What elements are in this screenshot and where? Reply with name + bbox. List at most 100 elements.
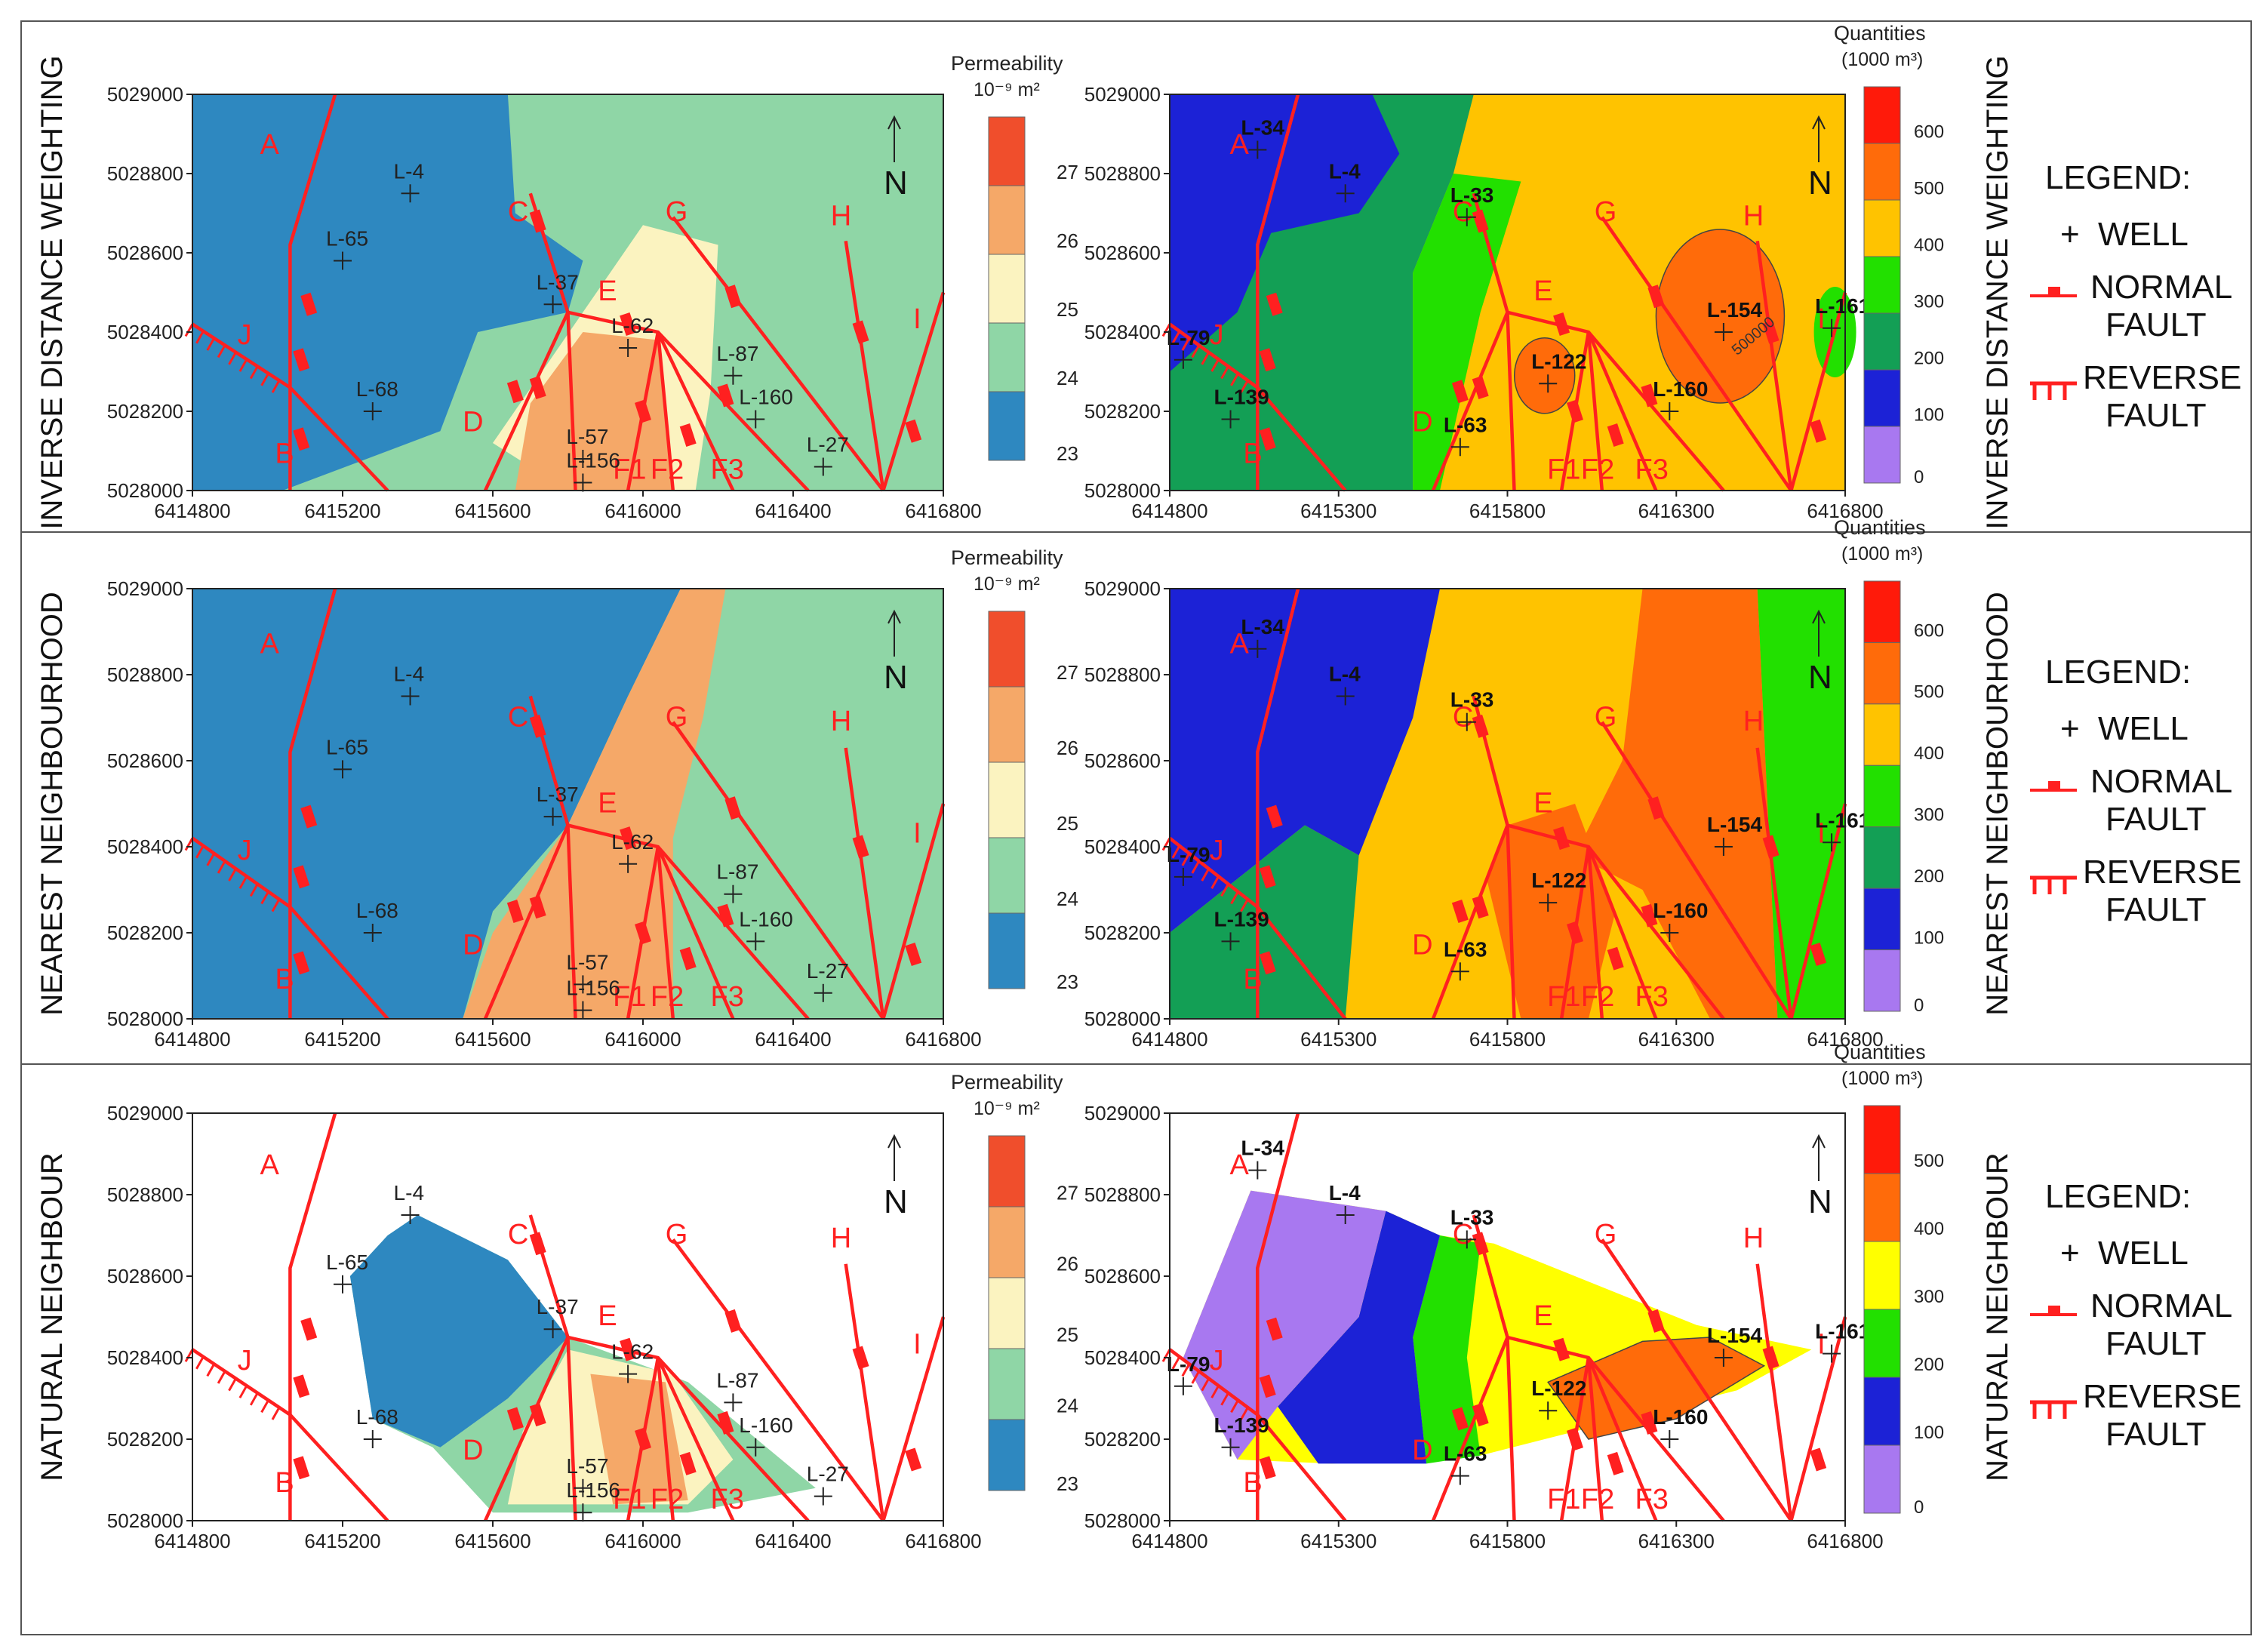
normal-fault-mark — [506, 380, 524, 404]
scale-label: 27 — [1057, 1182, 1078, 1204]
north-label: N — [1808, 165, 1832, 202]
normal-fault-mark — [1266, 1317, 1283, 1341]
fault-line — [1755, 747, 1793, 1020]
y-tick-label: 5028800 — [107, 162, 183, 185]
fault-label: H — [831, 200, 851, 232]
scale-unit: (1000 m³) — [1841, 1068, 1923, 1089]
reverse-fault-tooth — [260, 373, 269, 386]
well-label: L-79 — [1167, 1352, 1210, 1376]
method-title-right: INVERSE DISTANCE WEIGHTING — [1981, 55, 2014, 529]
reverse-fault-tooth — [217, 860, 226, 874]
zone-200 — [1170, 94, 1400, 372]
normal-fault-mark — [1647, 1309, 1665, 1333]
well-layer: L-4 L-65 L-37 L-62 L-87 L-160 L-68 L-57L-156 L-2… — [326, 159, 849, 492]
reverse-fault-tooth — [1201, 868, 1210, 881]
y-tick-label: 5028400 — [1084, 835, 1161, 858]
normal-fault-mark — [717, 383, 734, 408]
y-tick-label: 5028800 — [107, 663, 183, 686]
scale-swatch — [988, 322, 1026, 392]
fault-label: D — [1412, 1435, 1432, 1466]
normal-fault-mark — [1451, 1407, 1469, 1431]
scale-swatch — [1863, 1309, 1901, 1378]
reverse-fault-tooth — [249, 365, 259, 380]
y-tick-label: 5028800 — [1084, 1183, 1161, 1206]
well-label: L-87 — [716, 1368, 758, 1392]
well-label: L-160 — [1653, 1405, 1708, 1429]
legend-reverse-2: FAULT — [2106, 891, 2207, 928]
legend-reverse-2: FAULT — [2106, 1416, 2207, 1453]
scale-swatch — [988, 837, 1026, 914]
fault-label: B — [1243, 964, 1262, 995]
scale-label: 500 — [1914, 1151, 1944, 1171]
fault-label: B — [275, 964, 294, 995]
fault-line — [1586, 331, 1604, 491]
scale-swatch — [988, 1277, 1026, 1349]
y-tick-label: 5028600 — [107, 1265, 183, 1287]
reverse-fault-tooth — [260, 891, 269, 905]
fault-line — [881, 803, 946, 1020]
normal-fault-mark — [1553, 826, 1570, 851]
well-label: L-57 — [566, 425, 608, 448]
reverse-fault-tooth — [271, 898, 281, 912]
x-tick-label: 6415300 — [1300, 500, 1377, 522]
normal-fault-mark — [679, 423, 697, 447]
map-border — [192, 1112, 944, 1521]
normal-fault-mark — [1451, 380, 1469, 404]
well-label: L-63 — [1444, 1442, 1487, 1466]
permeability-scale: Permeability 10⁻⁹ m² 27 26 25 24 23 — [951, 546, 1078, 993]
y-tick-label: 5028200 — [107, 921, 183, 944]
y-tick-label: 5028600 — [1084, 1265, 1161, 1287]
quantities-map: A B C D E F1 F2 F3 G H I J L-34 L-4 L-33 L-154 L-161 L-79… — [1084, 1102, 1884, 1552]
legend-well: WELL — [2098, 710, 2189, 747]
fault-label: F3 — [1635, 1484, 1669, 1515]
panel-frame — [20, 1063, 2252, 1635]
well-label: L-33 — [1450, 183, 1494, 207]
x-tick-label: 6416000 — [604, 500, 681, 522]
normal-fault-mark — [1641, 903, 1658, 928]
well-label: L-57 — [566, 1454, 608, 1478]
normal-fault-mark — [1641, 1411, 1658, 1435]
well-label: L-68 — [356, 899, 398, 922]
legend-normal-2: FAULT — [2106, 1325, 2207, 1362]
legend-normal-mark — [2048, 1306, 2060, 1313]
legend-well: WELL — [2098, 216, 2189, 253]
x-tick-label: 6415800 — [1469, 1530, 1546, 1552]
fault-label: I — [1817, 303, 1826, 335]
x-tick-label: 6414800 — [154, 1028, 230, 1051]
y-tick-label: 5028000 — [1084, 1509, 1161, 1532]
x-tick-label: 6415600 — [454, 1530, 531, 1552]
normal-fault-mark — [1472, 714, 1489, 738]
north-arrow-head — [1812, 1134, 1826, 1149]
fault-label: D — [1412, 930, 1432, 961]
x-tick-label: 6416800 — [1807, 1028, 1883, 1051]
reverse-fault-tooth — [1171, 1356, 1181, 1370]
normal-fault-mark — [620, 312, 637, 336]
fault-line — [191, 836, 291, 909]
fault-label: I — [913, 303, 921, 335]
quantities-map: A B C D E F1 F2 F3 G H I J L-34 L-4 L-33 L-154 L-161 L-79… — [1084, 577, 1884, 1051]
fault-label: G — [666, 701, 688, 733]
scale-title: Quantities — [1834, 1041, 1926, 1063]
x-tick-label: 6416800 — [1807, 1530, 1883, 1552]
reverse-fault-tooth — [228, 868, 237, 881]
scale-title: Permeability — [951, 52, 1063, 75]
fault-line — [1600, 721, 1793, 1020]
well-layer: L-34 L-4 L-33 L-154 L-161 L-79 L-122 L-139 L-63 L… — [1167, 1137, 1870, 1485]
zone-500b — [1513, 337, 1576, 414]
fault-label: B — [275, 1467, 294, 1499]
fault-line — [844, 1263, 885, 1521]
fault-label: F1 — [1547, 981, 1580, 1013]
zone-500 — [1547, 1337, 1766, 1440]
scale-label: 24 — [1057, 1395, 1078, 1417]
y-tick-label: 5028400 — [107, 835, 183, 858]
fault-label: C — [1453, 1219, 1473, 1251]
fault-line — [1789, 1316, 1847, 1521]
scale-label: 400 — [1914, 1219, 1944, 1239]
normal-fault-mark — [293, 1374, 310, 1398]
fault-line — [656, 331, 735, 491]
fault-line — [288, 906, 389, 1020]
legend-reverse-1: REVERSE — [2083, 854, 2241, 891]
scale-swatch — [1863, 426, 1901, 484]
well-label: L-63 — [1444, 937, 1487, 961]
fault-label: G — [1595, 701, 1617, 733]
